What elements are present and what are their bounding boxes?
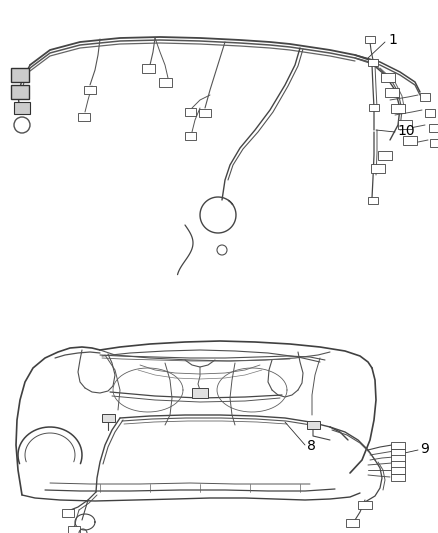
Bar (391, 448, 405, 456)
Bar (368, 59, 378, 66)
Bar (68, 526, 80, 533)
Bar (199, 109, 211, 117)
Bar (11, 85, 29, 99)
Bar (14, 102, 30, 114)
Bar (184, 108, 195, 116)
Bar (391, 473, 405, 481)
Bar (346, 519, 358, 527)
Bar (368, 197, 378, 204)
Bar (430, 139, 438, 147)
Bar (385, 87, 399, 96)
Bar (159, 77, 172, 86)
Bar (365, 36, 375, 43)
Bar (391, 466, 405, 473)
Bar (358, 501, 372, 509)
Bar (369, 103, 379, 110)
Bar (378, 150, 392, 159)
Bar (192, 388, 208, 398)
Bar (391, 441, 405, 448)
Bar (102, 414, 114, 422)
Bar (381, 72, 395, 82)
Bar (391, 461, 405, 467)
Bar (429, 124, 438, 132)
Bar (420, 93, 430, 101)
Bar (84, 86, 96, 94)
Bar (391, 103, 405, 112)
Bar (403, 135, 417, 144)
Bar (371, 164, 385, 173)
Bar (425, 109, 435, 117)
Bar (398, 119, 412, 128)
Bar (184, 132, 195, 140)
Bar (78, 113, 90, 121)
Bar (141, 63, 155, 72)
Bar (11, 68, 29, 82)
Text: 8: 8 (307, 439, 316, 453)
Bar (307, 421, 319, 429)
Text: 1: 1 (388, 33, 397, 47)
Text: 9: 9 (420, 442, 429, 456)
Bar (62, 509, 74, 517)
Text: 10: 10 (397, 124, 415, 138)
Bar (391, 455, 405, 462)
